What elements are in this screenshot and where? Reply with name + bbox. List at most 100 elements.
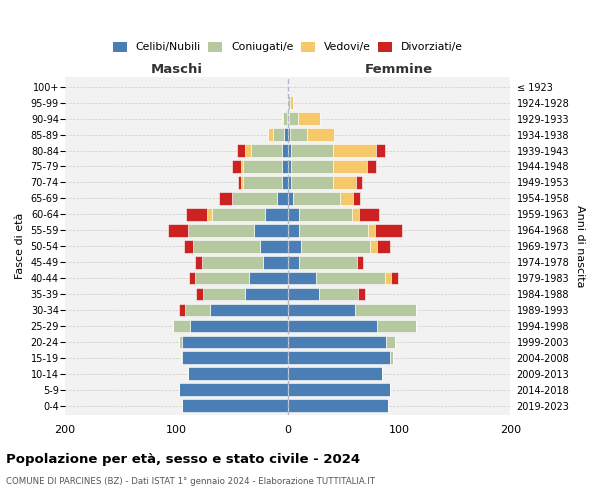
Bar bbox=[284, 128, 288, 141]
Bar bbox=[359, 208, 379, 220]
Bar bbox=[334, 144, 376, 157]
Bar bbox=[245, 288, 288, 300]
Bar bbox=[288, 336, 386, 348]
Bar bbox=[202, 256, 263, 268]
Bar bbox=[288, 272, 316, 284]
Bar bbox=[316, 272, 385, 284]
Bar bbox=[188, 368, 288, 380]
Bar bbox=[282, 176, 288, 189]
Bar bbox=[283, 112, 287, 125]
Bar bbox=[212, 208, 265, 220]
Bar bbox=[299, 208, 352, 220]
Bar bbox=[251, 144, 282, 157]
Bar bbox=[290, 96, 293, 109]
Bar bbox=[245, 144, 251, 157]
Bar bbox=[368, 224, 374, 236]
Bar bbox=[370, 240, 377, 252]
Bar bbox=[185, 304, 210, 316]
Bar bbox=[340, 192, 353, 204]
Bar bbox=[293, 192, 340, 204]
Bar bbox=[273, 128, 284, 141]
Bar bbox=[307, 128, 334, 141]
Bar bbox=[190, 320, 288, 332]
Bar bbox=[301, 240, 370, 252]
Bar bbox=[181, 352, 182, 364]
Bar bbox=[299, 256, 357, 268]
Bar bbox=[287, 112, 288, 125]
Bar bbox=[188, 224, 254, 236]
Bar bbox=[288, 208, 299, 220]
Bar bbox=[357, 256, 364, 268]
Bar bbox=[236, 144, 245, 157]
Bar bbox=[187, 208, 206, 220]
Bar bbox=[288, 352, 390, 364]
Bar bbox=[241, 160, 243, 173]
Bar bbox=[288, 176, 291, 189]
Bar bbox=[277, 192, 288, 204]
Bar bbox=[334, 160, 367, 173]
Bar bbox=[243, 176, 282, 189]
Bar bbox=[291, 160, 334, 173]
Bar bbox=[288, 144, 291, 157]
Bar bbox=[167, 224, 188, 236]
Bar bbox=[179, 304, 185, 316]
Bar bbox=[287, 96, 288, 109]
Bar bbox=[219, 192, 232, 204]
Bar bbox=[376, 144, 385, 157]
Bar bbox=[390, 352, 394, 364]
Bar bbox=[193, 240, 260, 252]
Bar bbox=[238, 176, 241, 189]
Bar bbox=[249, 272, 288, 284]
Bar bbox=[282, 112, 283, 125]
Bar bbox=[206, 208, 212, 220]
Bar bbox=[268, 128, 273, 141]
Bar bbox=[298, 112, 320, 125]
Bar bbox=[288, 384, 390, 396]
Bar bbox=[179, 384, 288, 396]
Bar bbox=[184, 240, 193, 252]
Bar bbox=[263, 256, 288, 268]
Bar bbox=[210, 304, 288, 316]
Bar bbox=[291, 144, 334, 157]
Bar bbox=[179, 336, 182, 348]
Bar bbox=[232, 160, 241, 173]
Bar bbox=[288, 288, 319, 300]
Bar bbox=[182, 400, 288, 412]
Bar bbox=[391, 272, 398, 284]
Text: Popolazione per età, sesso e stato civile - 2024: Popolazione per età, sesso e stato civil… bbox=[6, 452, 360, 466]
Bar bbox=[288, 320, 377, 332]
Bar bbox=[288, 256, 299, 268]
Bar bbox=[265, 208, 288, 220]
Y-axis label: Fasce di età: Fasce di età bbox=[15, 213, 25, 280]
Bar bbox=[374, 224, 403, 236]
Bar bbox=[254, 224, 288, 236]
Bar bbox=[288, 96, 290, 109]
Bar bbox=[356, 176, 362, 189]
Bar bbox=[291, 176, 334, 189]
Bar bbox=[288, 112, 289, 125]
Bar bbox=[182, 336, 288, 348]
Text: COMUNE DI PARCINES (BZ) - Dati ISTAT 1° gennaio 2024 - Elaborazione TUTTITALIA.I: COMUNE DI PARCINES (BZ) - Dati ISTAT 1° … bbox=[6, 478, 375, 486]
Bar bbox=[290, 128, 307, 141]
Bar bbox=[282, 144, 288, 157]
Bar bbox=[232, 192, 277, 204]
Bar bbox=[377, 320, 416, 332]
Bar bbox=[203, 288, 245, 300]
Bar bbox=[288, 304, 355, 316]
Bar bbox=[189, 272, 196, 284]
Bar bbox=[289, 112, 298, 125]
Bar bbox=[355, 304, 416, 316]
Bar bbox=[288, 400, 388, 412]
Bar bbox=[334, 176, 356, 189]
Bar bbox=[385, 272, 391, 284]
Bar bbox=[358, 288, 365, 300]
Bar bbox=[196, 256, 202, 268]
Bar bbox=[386, 336, 395, 348]
Bar bbox=[288, 160, 291, 173]
Bar bbox=[319, 288, 358, 300]
Bar bbox=[288, 240, 301, 252]
Bar bbox=[288, 368, 382, 380]
Bar bbox=[288, 224, 299, 236]
Bar bbox=[182, 352, 288, 364]
Bar bbox=[367, 160, 376, 173]
